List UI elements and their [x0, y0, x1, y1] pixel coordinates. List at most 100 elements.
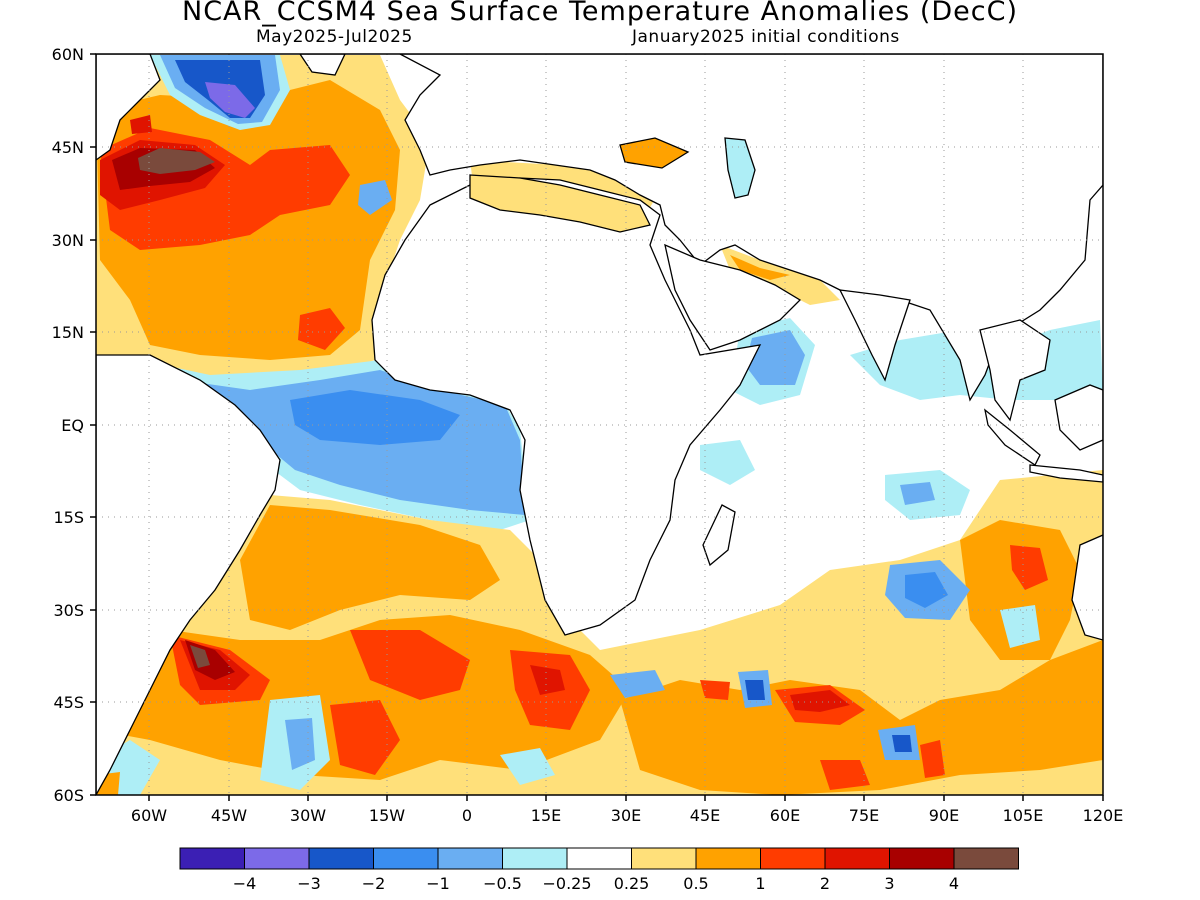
- anomaly-region: [298, 308, 345, 350]
- se-asia-landmass: [979, 319, 1051, 422]
- south-america-landmass: [96, 354, 281, 795]
- colorbar-label: −1: [426, 874, 450, 893]
- lat-label: EQ: [61, 416, 84, 435]
- colorbar-swatch: [373, 847, 439, 870]
- colorbar: −4 −3 −2 −1 −0.5 −0.25 0.25 0.5 1 2 3 4: [179, 847, 1019, 893]
- axis-ticks: [90, 53, 1104, 801]
- colorbar-swatch: [760, 847, 826, 870]
- java-landmass: [1029, 464, 1103, 483]
- lat-label: 45N: [52, 138, 84, 157]
- lon-label: 60E: [770, 806, 800, 825]
- anomaly-region: [745, 330, 805, 385]
- lon-label: 60W: [131, 806, 167, 825]
- colorbar-swatch: [308, 847, 374, 870]
- lon-label: 15W: [369, 806, 405, 825]
- lon-label: 75E: [849, 806, 879, 825]
- lon-label: 90E: [929, 806, 959, 825]
- lon-label: 30E: [611, 806, 641, 825]
- colorbar-label: 0.25: [614, 874, 650, 893]
- anomaly-region: [330, 700, 400, 775]
- india-landmass: [838, 289, 911, 382]
- anomaly-region: [905, 572, 948, 608]
- colorbar-label: 0.5: [683, 874, 708, 893]
- anomaly-region: [350, 630, 470, 700]
- lon-label: 120E: [1083, 806, 1124, 825]
- colorbar-swatch: [889, 847, 955, 870]
- colorbar-swatch: [437, 847, 503, 870]
- anomaly-region: [610, 670, 665, 698]
- anomaly-region: [620, 640, 1103, 795]
- colorbar-swatch: [502, 847, 568, 870]
- anomaly-region: [240, 505, 500, 630]
- lon-label: 105E: [1003, 806, 1044, 825]
- north-america-landmass: [96, 54, 161, 161]
- anomaly-region: [130, 115, 152, 134]
- sumatra-landmass: [984, 408, 1041, 466]
- lat-label: 45S: [53, 693, 84, 712]
- colorbar-label: −3: [297, 874, 321, 893]
- colorbar-label: −0.5: [483, 874, 522, 893]
- anomaly-region: [138, 148, 215, 174]
- lat-label: 15N: [52, 323, 84, 342]
- colorbar-label: 4: [949, 874, 959, 893]
- lon-label: 15E: [531, 806, 561, 825]
- colorbar-label: 3: [884, 874, 894, 893]
- anomaly-region: [290, 390, 460, 445]
- colorbar-label: 1: [755, 874, 765, 893]
- colorbar-label: −2: [362, 874, 386, 893]
- longitude-labels: 60W 45W 30W 15W 0 15E 30E 45E 60E 75E 90…: [131, 806, 1123, 825]
- colorbar-swatch: [566, 847, 632, 870]
- caspian-sea: [724, 137, 756, 199]
- initial-conditions: January2025 initial conditions: [632, 27, 900, 47]
- borneo-landmass: [1054, 384, 1103, 451]
- anomaly-region: [920, 740, 945, 778]
- arabia-landmass: [664, 243, 802, 351]
- africa-landmass: [371, 177, 762, 636]
- colorbar-label: −0.25: [542, 874, 591, 893]
- colorbar-swatch: [695, 847, 761, 870]
- anomaly-region: [820, 760, 870, 790]
- colorbar-swatch: [179, 847, 245, 870]
- anomaly-region: [960, 520, 1080, 660]
- anomaly-region: [892, 735, 912, 752]
- black-sea: [619, 137, 690, 169]
- anomaly-region: [500, 748, 555, 785]
- anomaly-region: [190, 645, 210, 668]
- eurasia-landmass: [399, 54, 1103, 402]
- anomaly-region: [700, 680, 730, 700]
- mediterranean-sea: [469, 174, 651, 233]
- lat-label: 30N: [52, 231, 84, 250]
- land-masses: [96, 54, 1103, 795]
- anomaly-region: [358, 180, 392, 215]
- anomaly-region: [745, 680, 765, 700]
- lon-label: 45E: [690, 806, 720, 825]
- lat-label: 60N: [52, 45, 84, 64]
- lat-label: 60S: [53, 786, 84, 805]
- colorbar-swatch: [631, 847, 697, 870]
- lon-label: 30W: [290, 806, 326, 825]
- latitude-labels: 60N 45N 30N 15N EQ 15S 30S 45S 60S: [52, 45, 84, 805]
- anomaly-region: [730, 255, 790, 280]
- lon-label: 0: [462, 806, 472, 825]
- anomaly-region: [790, 690, 850, 712]
- australia-landmass: [1071, 534, 1103, 641]
- anomaly-region: [530, 665, 565, 695]
- forecast-period: May2025-Jul2025: [256, 27, 413, 47]
- madagascar-landmass: [702, 504, 736, 567]
- anomaly-region: [700, 440, 755, 485]
- anomaly-region: [900, 482, 935, 505]
- colorbar-label: −4: [233, 874, 257, 893]
- colorbar-label: 2: [820, 874, 830, 893]
- map-title: NCAR_CCSM4 Sea Surface Temperature Anoma…: [182, 0, 1018, 27]
- lat-label: 15S: [53, 508, 84, 527]
- colorbar-swatch: [953, 847, 1019, 870]
- anomaly-region: [205, 82, 255, 118]
- anomaly-region: [1010, 545, 1048, 590]
- lon-label: 45W: [211, 806, 247, 825]
- anomaly-region: [1000, 605, 1040, 648]
- lat-label: 30S: [53, 601, 84, 620]
- anomaly-region: [285, 718, 315, 770]
- colorbar-swatch: [244, 847, 310, 870]
- colorbar-swatch: [824, 847, 890, 870]
